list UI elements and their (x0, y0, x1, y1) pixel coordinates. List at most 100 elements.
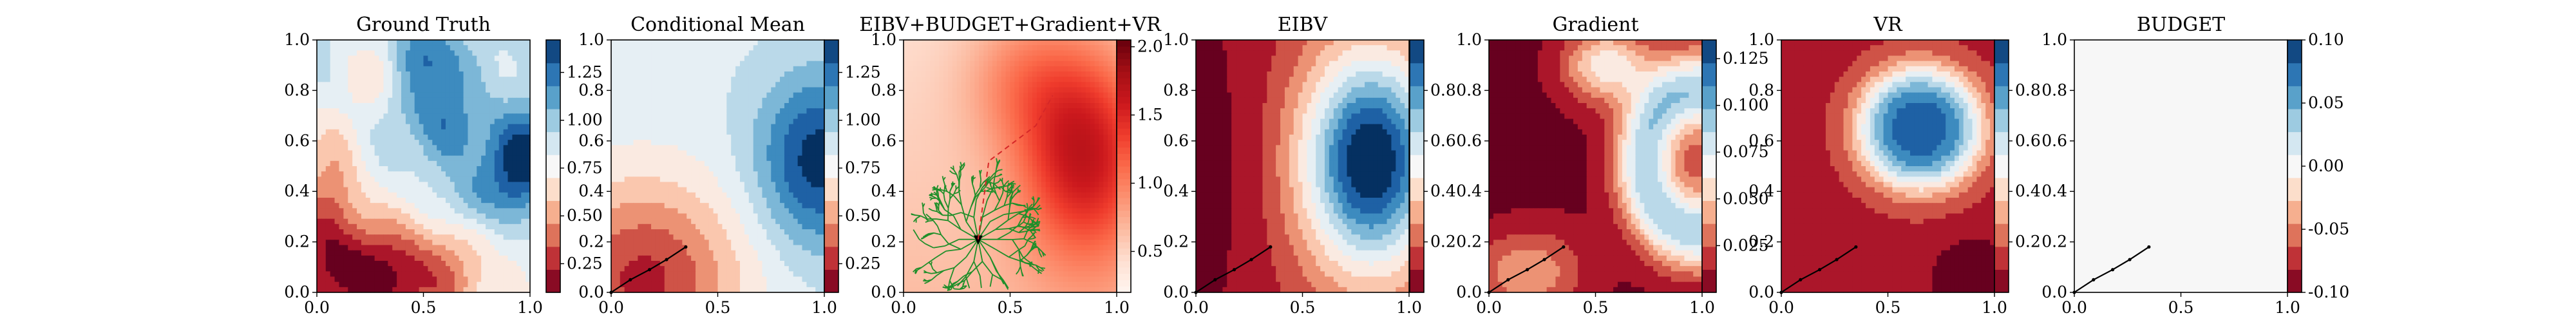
heatmap-cell (463, 287, 469, 293)
heatmap-cell (713, 229, 719, 235)
heatmap-cell (468, 77, 473, 82)
heatmap-cell (494, 271, 500, 278)
heatmap-cell (651, 108, 656, 114)
heatmap-cell (713, 66, 719, 72)
heatmap-cell (343, 113, 348, 120)
heatmap-cell (624, 150, 630, 156)
heatmap-cell (317, 135, 322, 140)
heatmap-cell (762, 77, 767, 82)
heatmap-cell (477, 66, 482, 72)
heatmap-cell (352, 266, 357, 272)
heatmap-cell (771, 66, 776, 72)
heatmap-cell (735, 124, 741, 130)
heatmap-cell (383, 113, 388, 120)
heatmap-cell (753, 77, 759, 82)
heatmap-cell (361, 61, 366, 67)
heatmap-cell (673, 266, 679, 272)
heatmap-cell (659, 229, 665, 235)
heatmap-cell (392, 145, 397, 151)
heatmap-cell (664, 250, 670, 256)
heatmap-cell (771, 182, 776, 188)
heatmap-cell (317, 113, 322, 120)
heatmap-cell (374, 271, 380, 278)
heatmap-cell (361, 187, 366, 193)
heatmap-cell (748, 92, 754, 99)
heatmap-cell (611, 182, 616, 188)
heatmap-cell (615, 71, 621, 77)
heatmap-cell (445, 276, 451, 283)
heatmap-cell (414, 71, 420, 77)
heatmap-cell (811, 213, 816, 220)
heatmap-cell (512, 223, 517, 230)
heatmap-cell (516, 97, 522, 104)
heatmap-cell (820, 240, 825, 246)
heatmap-cell (664, 261, 670, 267)
heatmap-cell (1103, 66, 1108, 72)
heatmap-cell (361, 82, 366, 88)
heatmap-cell (1076, 61, 1082, 67)
heatmap-cell (410, 208, 415, 214)
heatmap-cell (405, 213, 411, 220)
heatmap-cell (428, 187, 433, 193)
heatmap-cell (961, 50, 967, 57)
heatmap-cell (521, 61, 526, 67)
x-tick-label: 1.0 (811, 298, 837, 317)
heatmap-cell (633, 50, 638, 57)
heatmap-cell (507, 187, 513, 193)
heatmap-cell (664, 77, 670, 82)
heatmap-cell (620, 145, 625, 151)
heatmap-cell (811, 155, 816, 162)
heatmap-cell (379, 92, 384, 99)
heatmap-cell (696, 250, 701, 256)
heatmap-cell (757, 145, 763, 151)
heatmap-cell (766, 198, 772, 204)
heatmap-cell (691, 203, 696, 209)
heatmap-cell (441, 135, 446, 140)
heatmap-cell (405, 208, 411, 214)
heatmap-cell (1032, 50, 1037, 57)
heatmap-cell (454, 155, 460, 162)
heatmap-cell (365, 97, 371, 104)
heatmap-cell (788, 55, 794, 62)
heatmap-cell (339, 176, 344, 183)
heatmap-cell (788, 245, 794, 251)
heatmap-cell (521, 255, 526, 261)
heatmap-cell (797, 55, 803, 62)
heatmap-cell (762, 287, 767, 293)
heatmap-cell (1108, 45, 1113, 51)
heatmap-cell (943, 55, 949, 62)
heatmap-cell (397, 87, 402, 93)
heatmap-cell (624, 192, 630, 198)
heatmap-cell (611, 250, 616, 256)
heatmap-cell (472, 281, 477, 288)
heatmap-cell (797, 281, 803, 288)
heatmap-cell (397, 61, 402, 67)
heatmap-cell (503, 281, 509, 288)
heatmap-cell (432, 223, 437, 230)
heatmap-cell (361, 261, 366, 267)
heatmap-cell (365, 113, 371, 120)
heatmap-cell (673, 271, 679, 278)
heatmap-cell (696, 198, 701, 204)
heatmap-cell (815, 135, 820, 140)
heatmap-cell (317, 87, 322, 93)
heatmap-cell (699, 203, 705, 209)
heatmap-cell (1028, 40, 1033, 46)
heatmap-cell (445, 129, 451, 135)
heatmap-cell (423, 66, 428, 72)
heatmap-cell (673, 176, 679, 183)
heatmap-cell (503, 255, 509, 261)
heatmap-cell (1005, 61, 1011, 67)
heatmap-cell (673, 135, 679, 140)
heatmap-cell (739, 223, 745, 230)
heatmap-cell (343, 82, 348, 88)
heatmap-cell (339, 40, 344, 46)
heatmap-cell (668, 245, 674, 251)
heatmap-cell (682, 250, 687, 256)
trajectory-point (647, 268, 652, 272)
heatmap-cell (454, 118, 460, 125)
heatmap-cell (784, 245, 790, 251)
heatmap-cell (1068, 45, 1073, 51)
heatmap-cell (1103, 61, 1108, 67)
heatmap-cell (638, 61, 643, 67)
